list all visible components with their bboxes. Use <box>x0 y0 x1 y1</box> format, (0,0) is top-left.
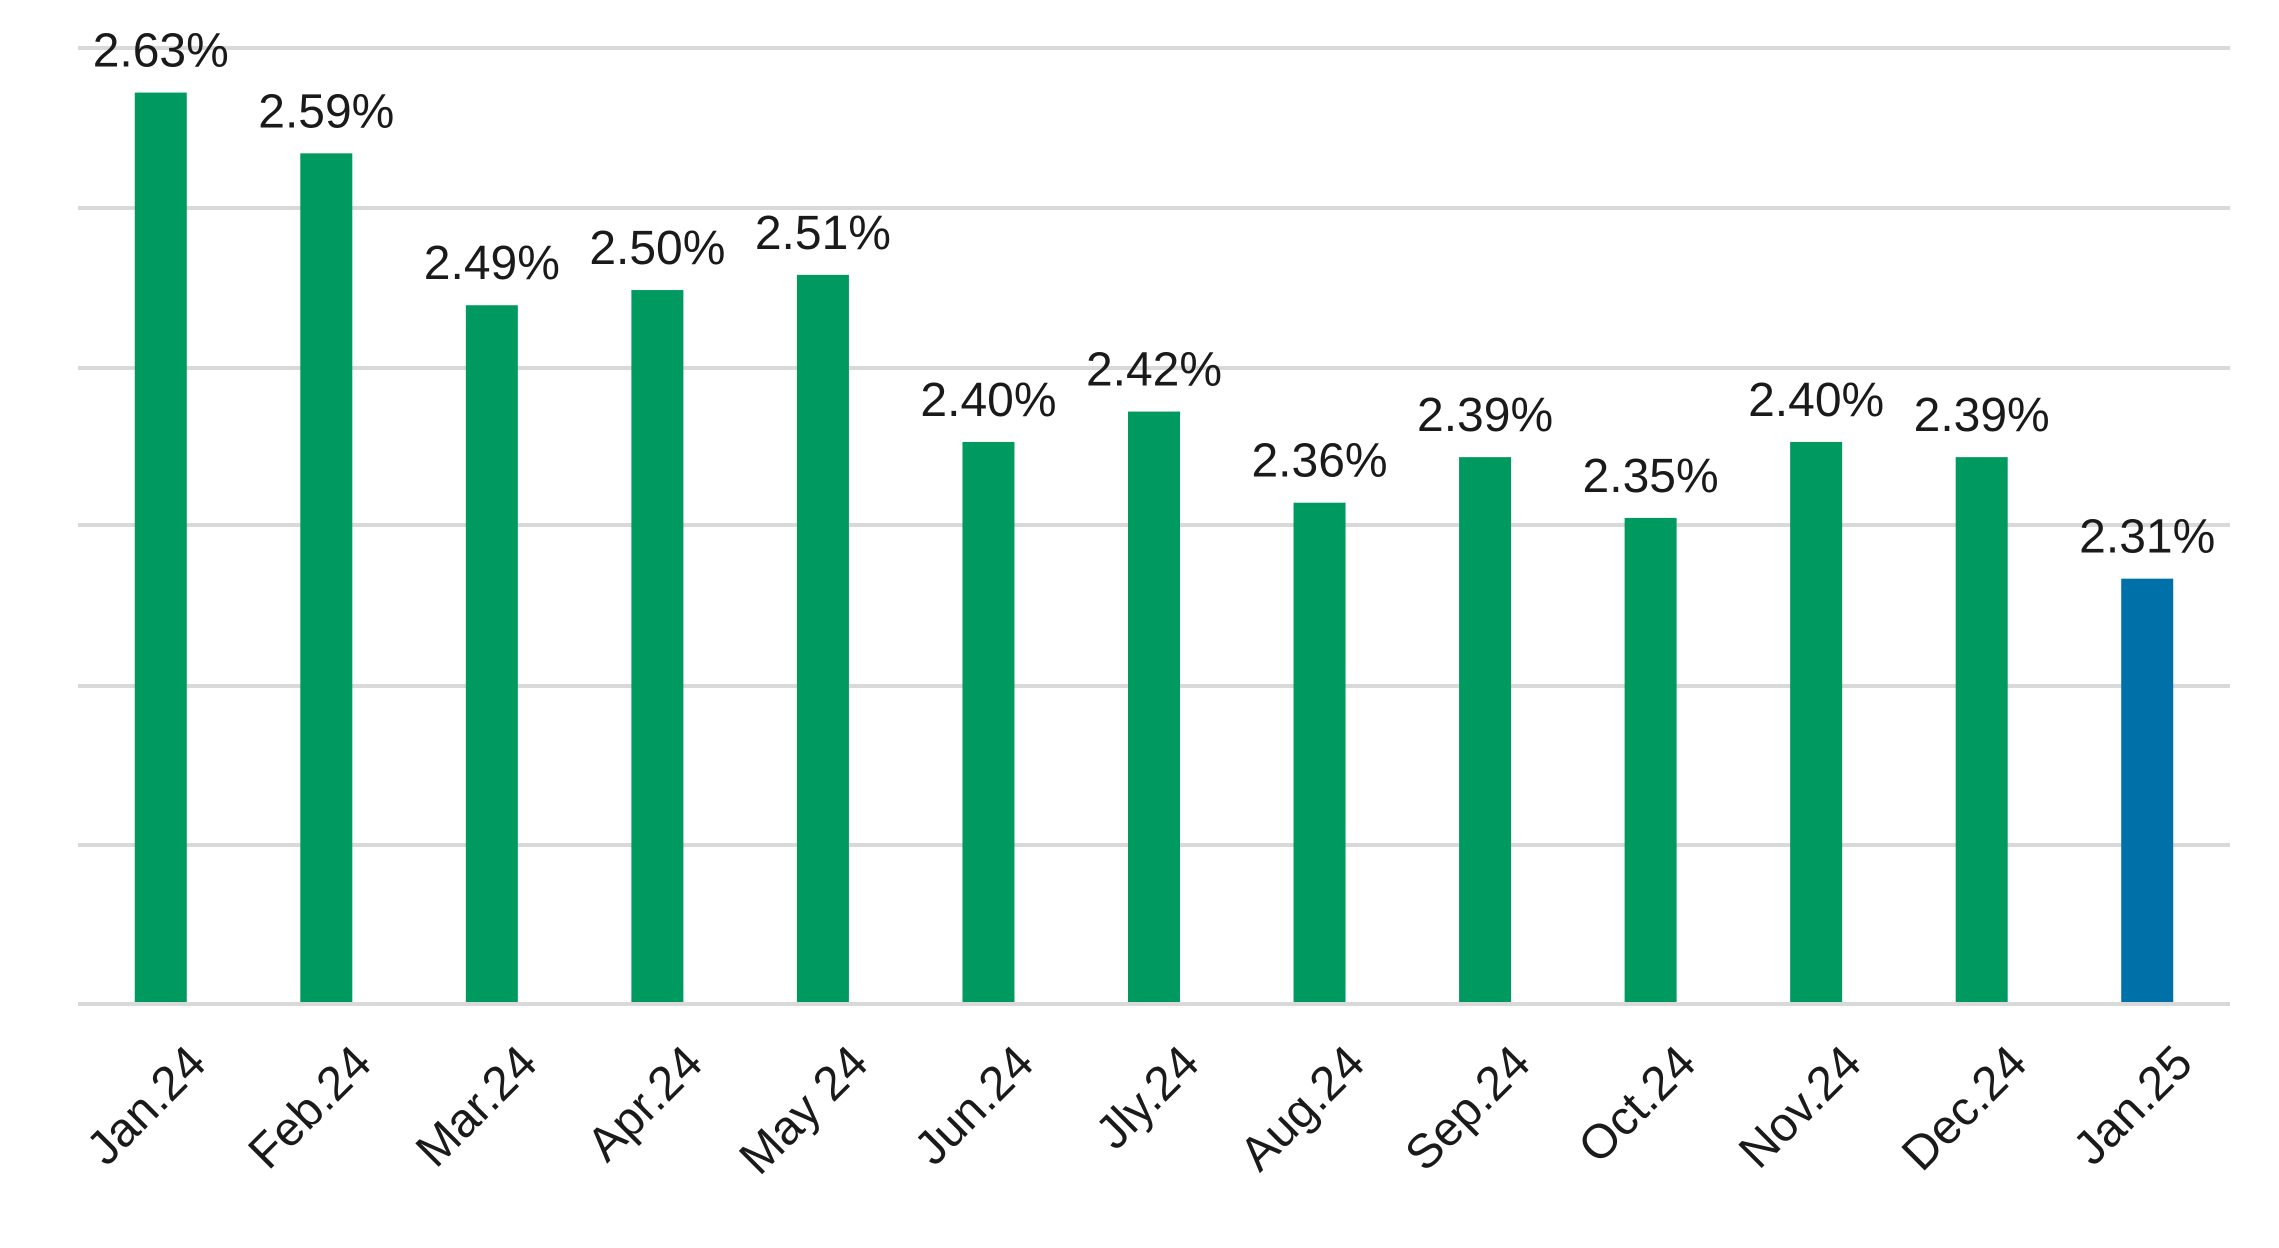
bar-oct-24 <box>1624 517 1677 1004</box>
x-tick-label: Nov.24 <box>1729 1036 1872 1179</box>
bar-may-24 <box>796 274 849 1004</box>
bar-jan-24 <box>134 92 187 1005</box>
data-label: 2.36% <box>1251 435 1387 488</box>
data-label: 2.31% <box>2079 511 2215 564</box>
x-tick-label: Sep.24 <box>1396 1036 1541 1181</box>
bar-jly-24 <box>1128 411 1180 1005</box>
data-label: 2.35% <box>1583 450 1719 503</box>
bar-nov-24 <box>1790 441 1843 1004</box>
x-tick-label: Aug.24 <box>1230 1036 1375 1181</box>
x-tick-labels: Jan.24 Feb.24 Mar.24 Apr.24 May 24 Jun.24 Jly.… <box>77 1036 2203 1185</box>
bars <box>134 92 2174 1005</box>
x-tick-label: Mar.24 <box>406 1036 547 1177</box>
value-labels: 2.63% 2.59% 2.49% 2.50% 2.51% 2.40% 2.42% 2.36%… <box>93 25 2216 564</box>
bar-dec-24 <box>1955 457 2008 1005</box>
bar-aug-24 <box>1293 502 1346 1004</box>
x-tick-label: Oct.24 <box>1569 1036 1706 1173</box>
data-label: 2.42% <box>1086 344 1222 397</box>
data-label: 2.63% <box>93 25 229 78</box>
data-label: 2.49% <box>424 237 560 290</box>
data-label: 2.51% <box>755 207 891 260</box>
bar-jun-24 <box>962 441 1015 1004</box>
bar-sep-24 <box>1459 457 1512 1005</box>
bar-jan-25 <box>2121 578 2174 1004</box>
data-label: 2.39% <box>1417 389 1553 442</box>
x-tick-label: Feb.24 <box>239 1036 382 1179</box>
data-label: 2.39% <box>1914 389 2050 442</box>
x-tick-label: Jly.24 <box>1086 1036 1210 1160</box>
bar-apr-24 <box>631 290 684 1004</box>
x-tick-label: Jan.24 <box>77 1036 216 1175</box>
data-label: 2.50% <box>589 222 725 275</box>
x-tick-label: May 24 <box>730 1036 879 1185</box>
data-label: 2.40% <box>920 374 1056 427</box>
data-label: 2.59% <box>258 85 394 138</box>
data-label: 2.40% <box>1748 374 1884 427</box>
bar-mar-24 <box>465 305 518 1004</box>
x-tick-label: Jan.25 <box>2063 1036 2202 1175</box>
x-tick-label: Apr.24 <box>577 1036 713 1172</box>
x-tick-label: Jun.24 <box>905 1036 1044 1175</box>
x-tick-label: Dec.24 <box>1892 1036 2037 1181</box>
bar-feb-24 <box>300 153 353 1005</box>
